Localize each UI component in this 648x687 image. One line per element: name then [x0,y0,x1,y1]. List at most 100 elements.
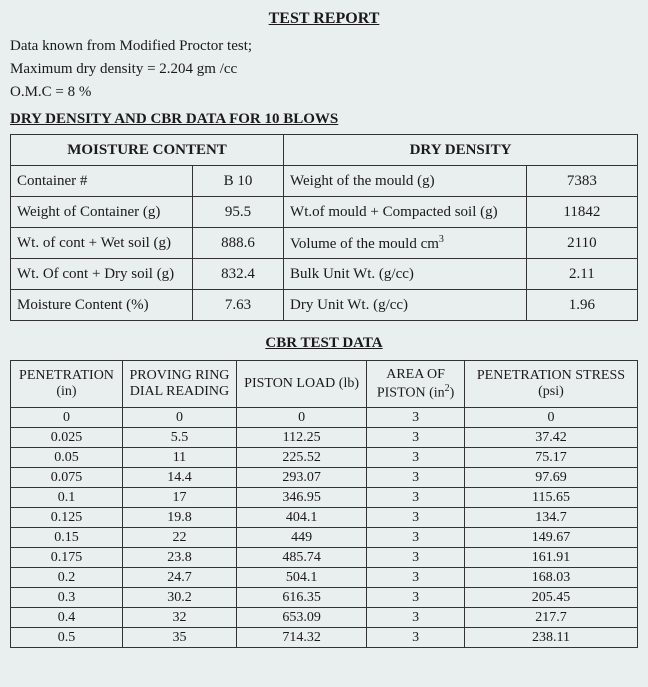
table-row: Wt. Of cont + Dry soil (g)832.4Bulk Unit… [11,259,638,290]
cbr-cell: 112.25 [236,428,366,448]
cbr-cell: 134.7 [464,508,637,528]
density-label: Volume of the mould cm3 [284,228,527,259]
density-value: 7383 [526,166,637,197]
cbr-cell: 0.075 [11,468,123,488]
cbr-cell: 0.5 [11,628,123,648]
cbr-cell: 653.09 [236,608,366,628]
cbr-cell: 0 [122,408,236,428]
intro-line-3: O.M.C = 8 % [10,84,638,101]
table-row: 0.17523.8485.743161.91 [11,548,638,568]
cbr-cell: 17 [122,488,236,508]
cbr-cell: 30.2 [122,588,236,608]
table-row: 0.07514.4293.07397.69 [11,468,638,488]
moisture-value: 95.5 [193,197,284,228]
density-label: Weight of the mould (g) [284,166,527,197]
cbr-cell: 97.69 [464,468,637,488]
moisture-value: 832.4 [193,259,284,290]
cbr-cell: 3 [367,628,465,648]
cbr-cell: 714.32 [236,628,366,648]
table-row: 00030 [11,408,638,428]
cbr-cell: 0.05 [11,448,123,468]
table-row: 0.0511225.52375.17 [11,448,638,468]
table-row: Moisture Content (%)7.63Dry Unit Wt. (g/… [11,290,638,321]
moisture-value: B 10 [193,166,284,197]
cbr-cell: 3 [367,568,465,588]
table-row: Container #B 10Weight of the mould (g)73… [11,166,638,197]
cbr-cell: 3 [367,548,465,568]
moisture-label: Weight of Container (g) [11,197,193,228]
cbr-cell: 3 [367,608,465,628]
density-label: Wt.of mould + Compacted soil (g) [284,197,527,228]
cbr-cell: 0 [464,408,637,428]
cbr-cell: 0 [11,408,123,428]
table-row: 0.0255.5112.25337.42 [11,428,638,448]
density-label: Bulk Unit Wt. (g/cc) [284,259,527,290]
cbr-cell: 485.74 [236,548,366,568]
density-label: Dry Unit Wt. (g/cc) [284,290,527,321]
moisture-label: Wt. of cont + Wet soil (g) [11,228,193,259]
cbr-test-table: PENETRATION (in)PROVING RING DIAL READIN… [10,360,638,648]
cbr-cell: 14.4 [122,468,236,488]
cbr-cell: 3 [367,468,465,488]
cbr-header: AREA OF PISTON (in2) [367,361,465,408]
cbr-cell: 149.67 [464,528,637,548]
table-row: 0.117346.953115.65 [11,488,638,508]
cbr-cell: 449 [236,528,366,548]
cbr-cell: 35 [122,628,236,648]
cbr-cell: 616.35 [236,588,366,608]
moisture-value: 888.6 [193,228,284,259]
moisture-label: Container # [11,166,193,197]
t1-head-moisture: MOISTURE CONTENT [11,135,284,166]
intro-line-2: Maximum dry density = 2.204 gm /cc [10,61,638,78]
cbr-cell: 504.1 [236,568,366,588]
cbr-header: PENETRATION STRESS (psi) [464,361,637,408]
cbr-cell: 37.42 [464,428,637,448]
cbr-cell: 0.3 [11,588,123,608]
moisture-density-table: MOISTURE CONTENT DRY DENSITY Container #… [10,134,638,321]
table-row: 0.432653.093217.7 [11,608,638,628]
cbr-cell: 0.175 [11,548,123,568]
table-row: 0.330.2616.353205.45 [11,588,638,608]
cbr-cell: 22 [122,528,236,548]
table-row: Wt. of cont + Wet soil (g)888.6Volume of… [11,228,638,259]
table-row: 0.224.7504.13168.03 [11,568,638,588]
cbr-cell: 161.91 [464,548,637,568]
cbr-cell: 75.17 [464,448,637,468]
cbr-cell: 346.95 [236,488,366,508]
cbr-cell: 3 [367,508,465,528]
section1-heading: DRY DENSITY AND CBR DATA FOR 10 BLOWS [10,111,638,128]
moisture-label: Wt. Of cont + Dry soil (g) [11,259,193,290]
cbr-cell: 3 [367,448,465,468]
cbr-cell: 293.07 [236,468,366,488]
table-row: Weight of Container (g)95.5Wt.of mould +… [11,197,638,228]
cbr-cell: 0.15 [11,528,123,548]
cbr-cell: 0.025 [11,428,123,448]
cbr-header: PROVING RING DIAL READING [122,361,236,408]
cbr-cell: 225.52 [236,448,366,468]
cbr-header: PENETRATION (in) [11,361,123,408]
moisture-label: Moisture Content (%) [11,290,193,321]
cbr-cell: 24.7 [122,568,236,588]
cbr-cell: 0.1 [11,488,123,508]
table-row: 0.12519.8404.13134.7 [11,508,638,528]
table-row: 0.535714.323238.11 [11,628,638,648]
report-title: TEST REPORT [10,10,638,28]
cbr-cell: 3 [367,428,465,448]
density-value: 1.96 [526,290,637,321]
cbr-cell: 5.5 [122,428,236,448]
section2-heading: CBR TEST DATA [10,335,638,352]
table-row: 0.15224493149.67 [11,528,638,548]
superscript: 3 [439,234,444,245]
cbr-cell: 0.125 [11,508,123,528]
cbr-cell: 205.45 [464,588,637,608]
cbr-cell: 3 [367,588,465,608]
density-value: 11842 [526,197,637,228]
cbr-cell: 3 [367,488,465,508]
t1-head-density: DRY DENSITY [284,135,638,166]
cbr-cell: 32 [122,608,236,628]
cbr-cell: 11 [122,448,236,468]
cbr-cell: 0.4 [11,608,123,628]
cbr-cell: 0 [236,408,366,428]
cbr-cell: 0.2 [11,568,123,588]
density-value: 2110 [526,228,637,259]
